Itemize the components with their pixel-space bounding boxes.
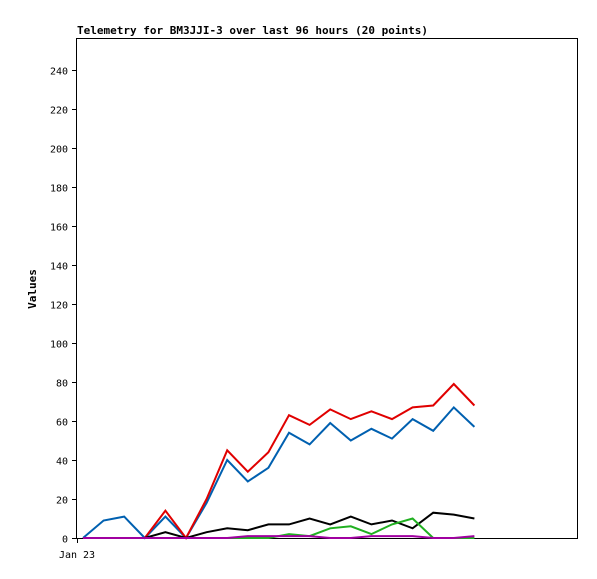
series-lines xyxy=(82,382,476,540)
plot-frame xyxy=(76,38,578,539)
y-axis-label: Values xyxy=(26,269,39,309)
y-tick-label: 60 xyxy=(56,418,68,429)
y-axis: 0 20 40 60 80 100 120 140 160 180 200 220 240 xyxy=(50,67,77,546)
y-tick-label: 20 xyxy=(56,496,68,507)
y-tick-label: 240 xyxy=(50,67,68,78)
y-tick-label: 180 xyxy=(50,184,68,195)
x-axis: Jan 23 xyxy=(59,538,95,561)
y-tick-label: 0 xyxy=(62,535,68,546)
y-tick-label: 120 xyxy=(50,301,68,312)
series-line-2 xyxy=(83,382,476,540)
y-tick-label: 100 xyxy=(50,340,68,351)
y-tick-label: 140 xyxy=(50,262,68,273)
y-tick-label: 220 xyxy=(50,106,68,117)
y-tick-label: 80 xyxy=(56,379,68,390)
series-line-1 xyxy=(82,405,476,540)
y-tick-label: 200 xyxy=(50,145,68,156)
series-line-5 xyxy=(83,535,475,539)
chart-title: Telemetry for BM3JJI-3 over last 96 hour… xyxy=(77,24,428,37)
y-tick-label: 160 xyxy=(50,223,68,234)
x-tick-label: Jan 23 xyxy=(59,550,95,561)
y-tick-label: 40 xyxy=(56,457,68,468)
